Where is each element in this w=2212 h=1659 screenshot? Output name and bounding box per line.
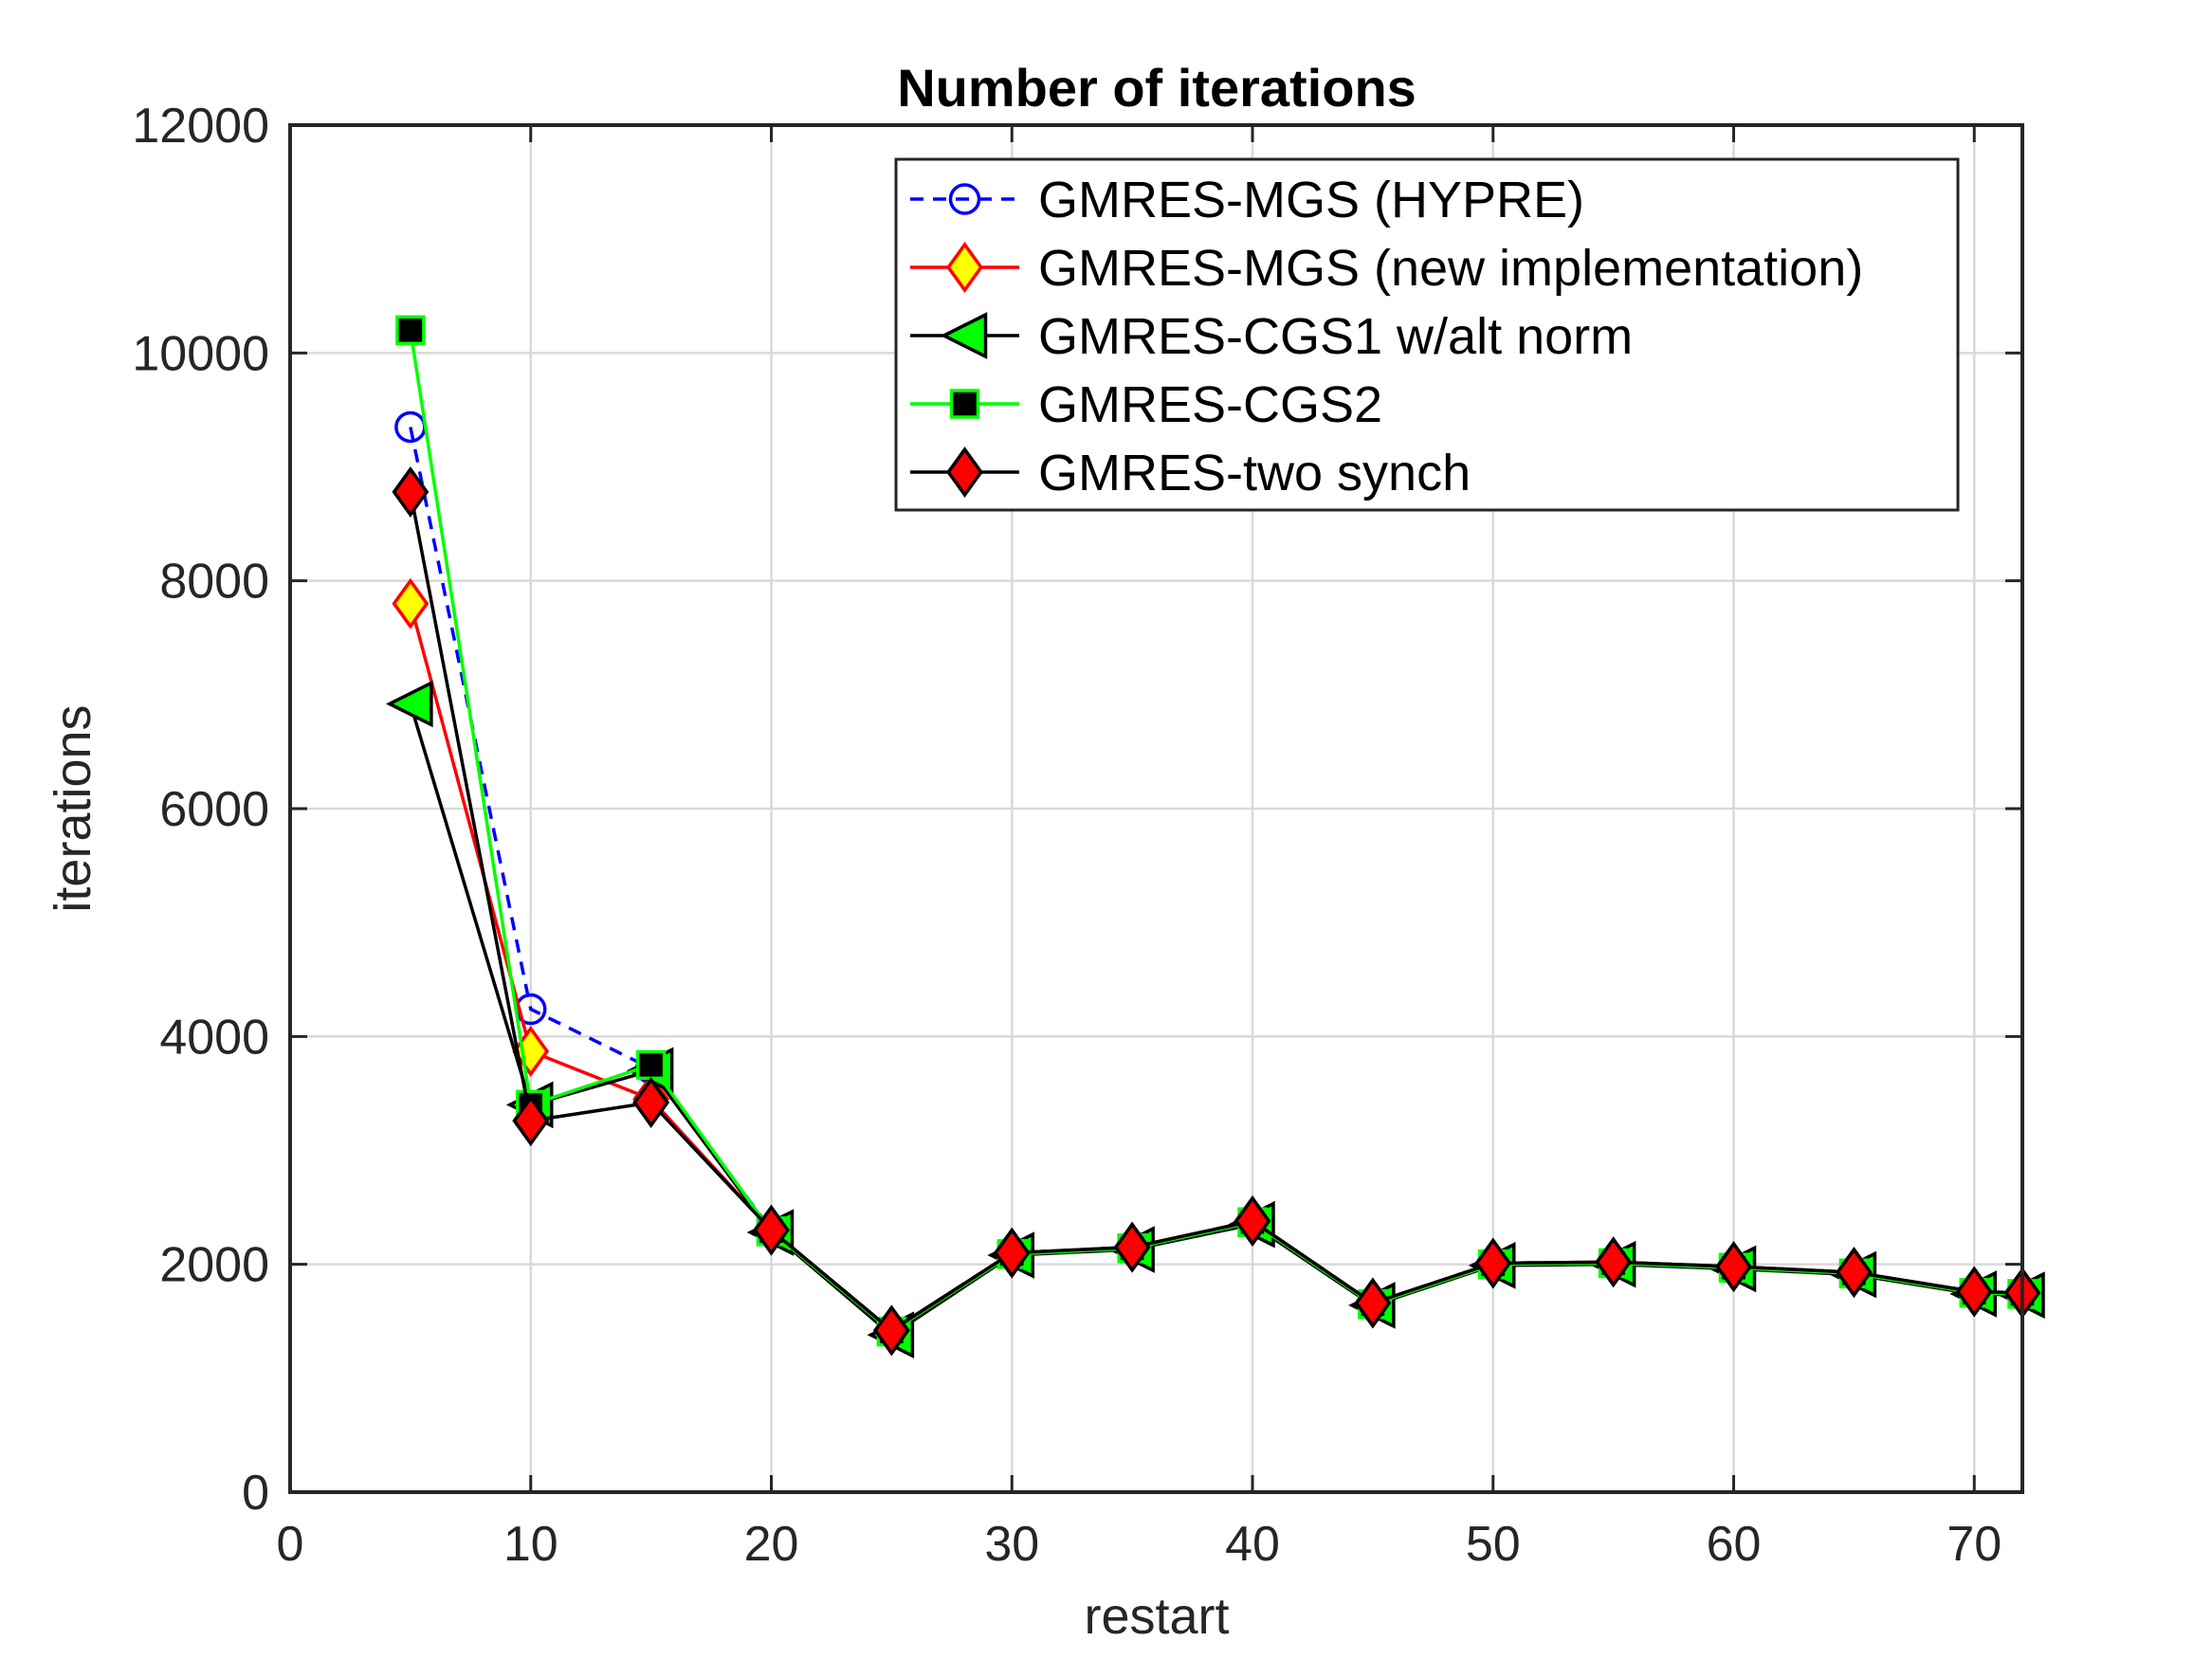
data-point (635, 1049, 667, 1081)
data-point (1835, 1247, 1873, 1299)
data-point (1113, 1221, 1151, 1273)
y-tick-label: 4000 (159, 1010, 269, 1065)
y-tick-label: 6000 (159, 782, 269, 837)
y-tick-label: 12000 (132, 99, 269, 154)
legend: GMRES-MGS (HYPRE) GMRES-MGS (new implemen… (894, 157, 1960, 512)
legend-marker (940, 312, 988, 359)
data-point (632, 1077, 670, 1129)
y-tick-label: 2000 (159, 1238, 269, 1293)
x-axis-title: restart (1084, 1588, 1229, 1645)
y-tick-label: 8000 (159, 555, 269, 610)
x-tick-label: 40 (1225, 1517, 1280, 1572)
series-group (385, 315, 2045, 1359)
data-point (1715, 1241, 1752, 1293)
x-tick-label: 30 (984, 1517, 1039, 1572)
data-point (1595, 1236, 1633, 1288)
data-point (753, 1204, 790, 1256)
legend-box (894, 157, 1960, 512)
legend-marker (948, 183, 981, 215)
y-tick-label: 0 (242, 1466, 269, 1521)
y-axis-title: iterations (45, 704, 101, 912)
legend-marker (949, 389, 980, 419)
data-point (392, 465, 430, 518)
x-tick-label: 60 (1707, 1517, 1762, 1572)
data-point (1474, 1237, 1512, 1289)
y-tick-label: 10000 (132, 326, 269, 381)
legend-entry: GMRES-two synch (910, 445, 1471, 501)
legend-entry: GMRES-CGS1 w/alt norm (910, 308, 1633, 365)
data-point (1955, 1266, 1993, 1318)
data-point (512, 1095, 550, 1147)
legend-entry: GMRES-MGS (HYPRE) (910, 172, 1584, 228)
legend-entry: GMRES-MGS (new implementation) (910, 240, 1863, 297)
legend-label: GMRES-MGS (HYPRE) (1038, 172, 1584, 228)
data-point (1354, 1277, 1392, 1329)
legend-label: GMRES-MGS (new implementation) (1038, 240, 1863, 297)
legend-marker (946, 447, 983, 498)
legend-label: GMRES-CGS1 w/alt norm (1038, 308, 1633, 365)
data-point (1234, 1195, 1271, 1247)
legend-entry: GMRES-CGS2 (910, 376, 1382, 433)
x-tick-label: 50 (1466, 1517, 1521, 1572)
data-point (395, 315, 426, 346)
legend-marker (946, 242, 983, 293)
x-tick-label: 10 (503, 1517, 558, 1572)
x-tick-label: 0 (277, 1517, 304, 1572)
ticks: 0 10 20 30 40 50 60 70 0 2000 4000 6000 8000 10000 120… (132, 99, 2022, 1572)
data-point (392, 577, 430, 629)
legend-label: GMRES-CGS2 (1038, 376, 1382, 433)
series-5 (392, 465, 2041, 1357)
x-tick-label: 70 (1947, 1517, 2002, 1572)
data-point (993, 1227, 1031, 1279)
chart-title: Number of iterations (897, 58, 1417, 118)
data-point (872, 1304, 910, 1357)
legend-label: GMRES-two synch (1038, 445, 1471, 501)
data-point (385, 680, 433, 728)
x-tick-label: 20 (744, 1517, 799, 1572)
